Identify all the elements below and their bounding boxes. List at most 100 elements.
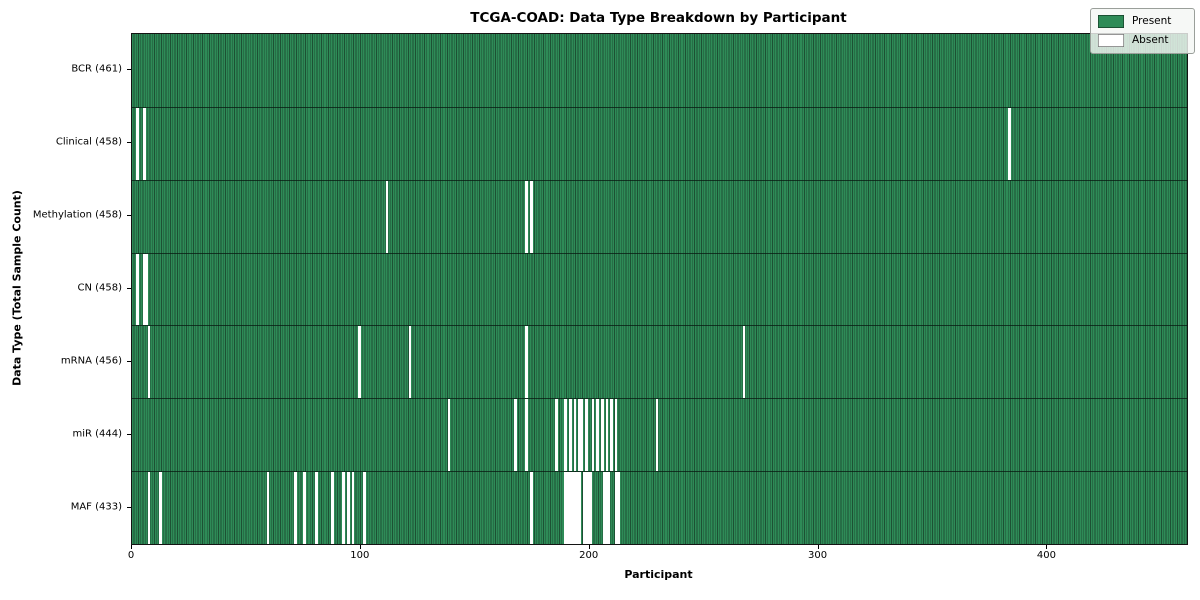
absent-stripe	[294, 472, 297, 544]
ytick-mark	[126, 142, 131, 144]
absent-stripe	[605, 472, 609, 544]
absent-stripe	[1008, 107, 1011, 180]
absent-stripe	[578, 399, 581, 472]
absent-stripe	[143, 107, 146, 180]
xtick-label: 300	[808, 550, 828, 561]
plot-area	[131, 33, 1188, 545]
xtick-label: 200	[579, 550, 599, 561]
absent-stripe	[568, 399, 572, 472]
ytick-label-bcr: BCR (461)	[71, 63, 122, 75]
row-band-mir	[132, 398, 1187, 472]
absent-stripe	[143, 253, 146, 326]
absent-stripe	[617, 472, 620, 544]
absent-stripe	[351, 472, 355, 544]
legend-entry-absent: Absent	[1098, 34, 1186, 47]
ytick-label-methylation: Methylation (458)	[32, 209, 122, 221]
absent-stripe	[525, 180, 529, 253]
row-band-maf	[132, 471, 1187, 544]
absent-stripe	[568, 472, 572, 544]
absent-stripe	[447, 399, 451, 472]
absent-swatch	[1098, 34, 1124, 47]
row-band-mrna	[132, 325, 1187, 399]
absent-stripe	[159, 472, 162, 544]
absent-stripe	[564, 399, 567, 472]
absent-stripe	[555, 399, 558, 472]
legend-entry-present: Present	[1098, 15, 1186, 28]
present-swatch	[1098, 15, 1124, 28]
absent-stripe	[578, 472, 581, 544]
absent-stripe	[591, 399, 595, 472]
row-band-methylation	[132, 179, 1187, 253]
xtick-label: 400	[1036, 550, 1056, 561]
ytick-mark	[126, 506, 131, 508]
absent-stripe	[584, 399, 588, 472]
absent-stripe	[587, 472, 590, 544]
ytick-mark	[126, 288, 131, 289]
xtick-label: 0	[127, 550, 135, 561]
absent-stripe	[136, 253, 139, 326]
absent-stripe	[605, 399, 609, 472]
legend-label-present: Present	[1132, 15, 1172, 27]
chart-title: TCGA-COAD: Data Type Breakdown by Partic…	[470, 10, 847, 26]
absent-stripe	[596, 399, 599, 472]
absent-stripe	[610, 399, 613, 472]
x-axis-label: Participant	[624, 568, 693, 581]
ytick-label-clinical: Clinical (458)	[55, 136, 122, 148]
absent-stripe	[514, 399, 517, 472]
ytick-label-mir: miR (444)	[72, 428, 122, 440]
absent-stripe	[580, 399, 583, 472]
ytick-label-cn: CN (458)	[77, 282, 122, 294]
row-band-clinical	[132, 106, 1187, 180]
row-band-cn	[132, 252, 1187, 326]
absent-stripe	[385, 180, 389, 253]
absent-stripe	[525, 399, 529, 472]
absent-stripe	[525, 326, 529, 399]
xtick-mark	[588, 544, 590, 549]
ytick-label-maf: MAF (433)	[70, 501, 122, 513]
absent-stripe	[589, 472, 593, 544]
absent-stripe	[266, 472, 270, 544]
absent-stripe	[530, 472, 533, 544]
absent-stripe	[614, 399, 618, 472]
xtick-mark	[359, 544, 361, 549]
absent-stripe	[346, 472, 350, 544]
absent-stripe	[408, 326, 412, 399]
absent-stripe	[136, 107, 139, 180]
absent-stripe	[566, 472, 570, 544]
absent-stripe	[575, 472, 579, 544]
absent-stripe	[614, 472, 618, 544]
absent-stripe	[358, 326, 361, 399]
ytick-mark	[126, 69, 131, 71]
absent-stripe	[603, 472, 606, 544]
absent-stripe	[600, 399, 604, 472]
absent-stripe	[655, 399, 659, 472]
absent-stripe	[584, 472, 588, 544]
xtick-mark	[131, 544, 132, 549]
absent-stripe	[362, 472, 366, 544]
absent-stripe	[314, 472, 318, 544]
absent-stripe	[330, 472, 334, 544]
row-band-bcr	[132, 34, 1187, 107]
xtick-mark	[817, 544, 819, 549]
absent-stripe	[342, 472, 345, 544]
ytick-mark	[126, 360, 131, 362]
absent-stripe	[607, 472, 611, 544]
ytick-mark	[126, 433, 131, 435]
absent-stripe	[564, 472, 567, 544]
absent-stripe	[145, 253, 149, 326]
xtick-label: 100	[350, 550, 370, 561]
xtick-mark	[1046, 544, 1048, 549]
legend: Present Absent	[1090, 8, 1195, 54]
ytick-label-mrna: mRNA (456)	[60, 355, 122, 367]
absent-stripe	[582, 472, 586, 544]
absent-stripe	[147, 326, 151, 399]
legend-label-absent: Absent	[1132, 34, 1169, 46]
absent-stripe	[742, 326, 746, 399]
absent-stripe	[147, 472, 151, 544]
ytick-mark	[126, 215, 131, 217]
absent-stripe	[571, 472, 574, 544]
absent-stripe	[573, 399, 577, 472]
absent-stripe	[303, 472, 307, 544]
absent-stripe	[573, 472, 577, 544]
